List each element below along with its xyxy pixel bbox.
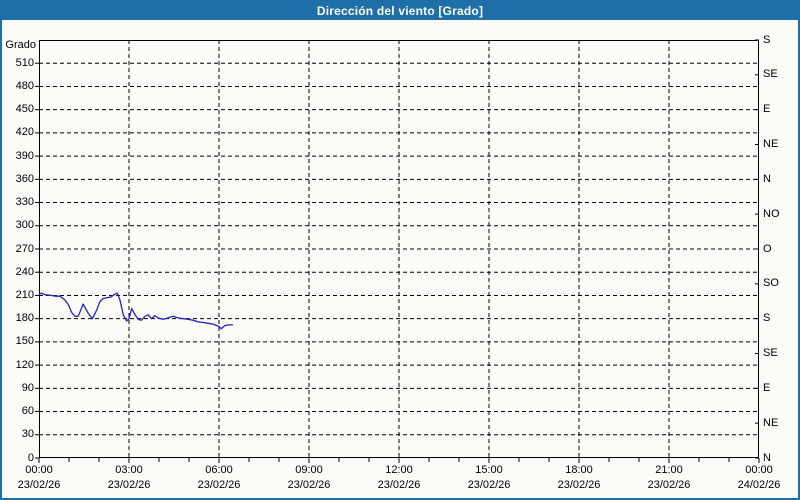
compass-tick-label: SE xyxy=(763,68,778,81)
x-axis-time-label: 00:00 xyxy=(745,464,773,476)
left-axis-tick-label: 30 xyxy=(21,428,34,441)
left-axis-tick-label: 0 xyxy=(27,451,34,464)
x-axis-time-label: 21:00 xyxy=(655,464,683,476)
left-axis-tick-label: 240 xyxy=(15,265,34,278)
x-axis-time-label: 18:00 xyxy=(565,464,593,476)
left-axis-tick-label: 270 xyxy=(15,242,34,255)
left-axis-tick-label: 360 xyxy=(15,172,34,185)
compass-tick-label: N xyxy=(763,451,771,464)
x-axis-time-label: 12:00 xyxy=(385,464,413,476)
chart-title-bar: Dirección del viento [Grado] xyxy=(2,2,798,20)
compass-tick-label: S xyxy=(763,312,771,325)
x-axis-date-label: 23/02/26 xyxy=(647,479,691,491)
x-axis-date-label: 23/02/26 xyxy=(197,479,241,491)
x-axis-date-label: 24/02/26 xyxy=(737,479,781,491)
left-axis-tick-label: 510 xyxy=(15,56,34,69)
x-axis-time-label: 09:00 xyxy=(295,464,323,476)
y-axis-unit-label: Grado xyxy=(5,39,36,51)
left-axis-tick-label: 330 xyxy=(15,196,34,209)
x-axis-date-label: 23/02/26 xyxy=(557,479,601,491)
chart-title: Dirección del viento [Grado] xyxy=(316,4,484,18)
compass-tick-label: SO xyxy=(763,277,779,290)
compass-tick-label: NO xyxy=(763,207,780,220)
left-axis-tick-label: 390 xyxy=(15,149,34,162)
left-axis-tick-label: 300 xyxy=(15,219,34,232)
wind-direction-line xyxy=(38,292,234,330)
x-axis-time-label: 03:00 xyxy=(115,464,143,476)
x-axis-time-label: 15:00 xyxy=(475,464,503,476)
compass-tick-label: SE xyxy=(763,347,778,359)
x-axis-date-label: 23/02/26 xyxy=(107,479,151,491)
plot-area xyxy=(35,39,760,463)
left-axis-tick-label: 150 xyxy=(15,335,34,348)
left-axis-tick-label: 450 xyxy=(15,103,34,116)
left-axis-tick-label: 60 xyxy=(21,405,34,418)
x-axis-date-label: 23/02/26 xyxy=(377,479,421,491)
x-axis-time-label: 00:00 xyxy=(25,464,53,476)
left-axis-tick-label: 90 xyxy=(21,381,34,394)
compass-tick-label: NE xyxy=(763,138,779,150)
left-axis-tick-label: 180 xyxy=(15,312,34,325)
plot-border xyxy=(39,40,759,458)
compass-tick-label: N xyxy=(763,172,771,185)
compass-tick-label: O xyxy=(763,242,772,255)
x-axis-date-label: 23/02/26 xyxy=(467,479,511,491)
compass-tick-label: S xyxy=(763,33,771,46)
left-axis-tick-label: 420 xyxy=(15,126,34,139)
x-axis-date-label: 23/02/26 xyxy=(17,479,61,491)
left-axis-tick-label: 480 xyxy=(15,79,34,92)
left-axis-tick-label: 120 xyxy=(15,358,34,371)
compass-tick-label: E xyxy=(763,381,771,394)
x-axis-time-label: 06:00 xyxy=(205,464,233,476)
compass-tick-label: NE xyxy=(763,416,779,429)
left-axis-tick-label: 210 xyxy=(15,288,34,301)
x-axis-date-label: 23/02/26 xyxy=(287,479,331,491)
compass-tick-label: E xyxy=(763,103,771,116)
